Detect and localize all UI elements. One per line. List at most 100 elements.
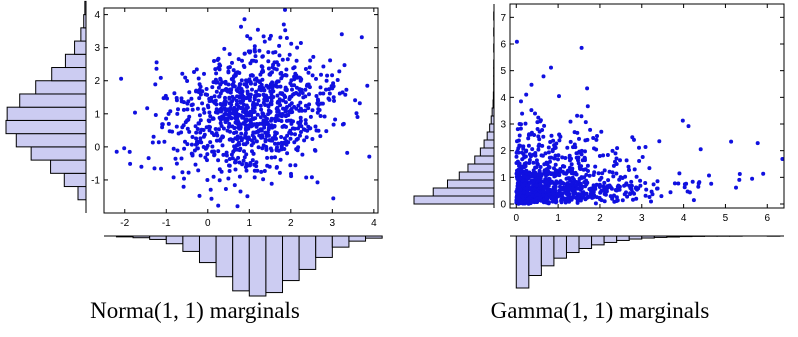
scatter-point — [232, 96, 236, 101]
scatter-point — [260, 68, 265, 73]
scatter-point — [659, 194, 664, 199]
scatter-point — [601, 153, 606, 158]
scatter-point — [298, 41, 303, 45]
scatter-point — [565, 170, 570, 175]
scatter-point — [556, 157, 560, 162]
scatter-point — [167, 129, 172, 134]
marginal-y-bar — [64, 53, 87, 69]
scatter-point — [250, 149, 254, 154]
scatter-point — [259, 169, 264, 174]
scatter-point — [294, 137, 299, 142]
scatter-point — [233, 73, 238, 78]
scatter-point — [267, 36, 272, 41]
scatter-point — [339, 32, 344, 37]
scatter-point — [227, 65, 232, 70]
scatter-point — [285, 57, 290, 62]
scatter-point — [196, 168, 201, 173]
scatter-point — [574, 155, 579, 160]
scatter-point — [251, 110, 256, 115]
scatter-point — [599, 188, 604, 193]
scatter-point — [219, 124, 224, 128]
scatter-point — [297, 92, 302, 97]
scatter-point — [262, 39, 267, 44]
scatter-point — [594, 137, 599, 142]
scatter-point — [313, 148, 318, 153]
scatter-point — [318, 91, 323, 96]
scatter-point — [207, 128, 212, 133]
scatter-point — [229, 152, 234, 157]
marginal-y-bar — [74, 40, 87, 55]
scatter-point — [224, 153, 229, 158]
scatter-point — [330, 73, 335, 78]
scatter-point — [359, 35, 364, 40]
scatter-point — [244, 78, 248, 83]
scatter-point — [252, 162, 257, 167]
scatter-point — [533, 177, 538, 182]
scatter-point — [198, 84, 203, 89]
scatter-point — [206, 105, 211, 110]
scatter-point — [293, 71, 298, 76]
scatter-point — [529, 130, 534, 135]
scatter-point — [152, 166, 157, 171]
scatter-point — [601, 184, 606, 189]
scatter-point — [345, 150, 350, 155]
scatter-point — [280, 57, 285, 62]
scatter-point — [682, 182, 687, 187]
scatter-point — [517, 161, 522, 166]
scatter-point — [226, 69, 231, 74]
scatter-point — [516, 150, 521, 155]
scatter-point — [527, 152, 532, 157]
scatter-point — [210, 149, 215, 154]
scatter-point — [284, 67, 289, 72]
scatter-point — [160, 125, 165, 130]
marginal-y-bar — [51, 67, 87, 82]
scatter-point — [311, 54, 316, 59]
scatter-point — [519, 168, 524, 173]
scatter-point — [252, 175, 257, 180]
scatter-point — [585, 104, 590, 109]
scatter-point — [737, 177, 742, 182]
scatter-point — [307, 65, 312, 70]
scatter-point — [780, 157, 785, 161]
scatter-point — [279, 135, 284, 139]
scatter-point — [260, 54, 265, 59]
scatter-point — [304, 83, 309, 88]
y-tick-label: 1 — [94, 109, 100, 120]
scatter-point — [614, 171, 619, 176]
scatter-point — [237, 84, 242, 89]
scatter-point — [211, 174, 216, 179]
scatter-point — [526, 143, 531, 148]
scatter-point — [630, 190, 635, 195]
scatter-point — [250, 87, 254, 92]
scatter-point — [259, 88, 264, 93]
scatter-point — [247, 50, 252, 55]
scatter-point — [182, 146, 187, 151]
scatter-point — [527, 158, 532, 162]
scatter-point — [600, 171, 605, 176]
scatter-point — [253, 82, 258, 87]
scatter-point — [365, 83, 370, 88]
scatter-point — [198, 153, 203, 158]
scatter-point — [183, 75, 188, 80]
scatter-point — [307, 102, 312, 107]
scatter-point — [232, 125, 237, 130]
scatter-point — [284, 87, 289, 92]
scatter-point — [267, 85, 272, 90]
scatter-point — [632, 167, 637, 172]
scatter-point — [583, 120, 588, 125]
scatter-point — [335, 78, 340, 82]
scatter-point — [682, 185, 687, 190]
marginal-x-bar — [298, 235, 317, 270]
scatter-point — [320, 101, 325, 106]
scatter-point — [602, 168, 607, 173]
scatter-point — [255, 112, 260, 117]
scatter-point — [223, 81, 228, 86]
marginal-x-bar — [540, 235, 555, 267]
scatter-point — [224, 150, 229, 155]
scatter-point — [316, 107, 321, 112]
scatter-point — [218, 138, 223, 143]
scatter-point — [568, 139, 573, 144]
scatter-point — [318, 114, 323, 118]
scatter-point — [578, 185, 583, 190]
scatter-point — [552, 156, 557, 161]
